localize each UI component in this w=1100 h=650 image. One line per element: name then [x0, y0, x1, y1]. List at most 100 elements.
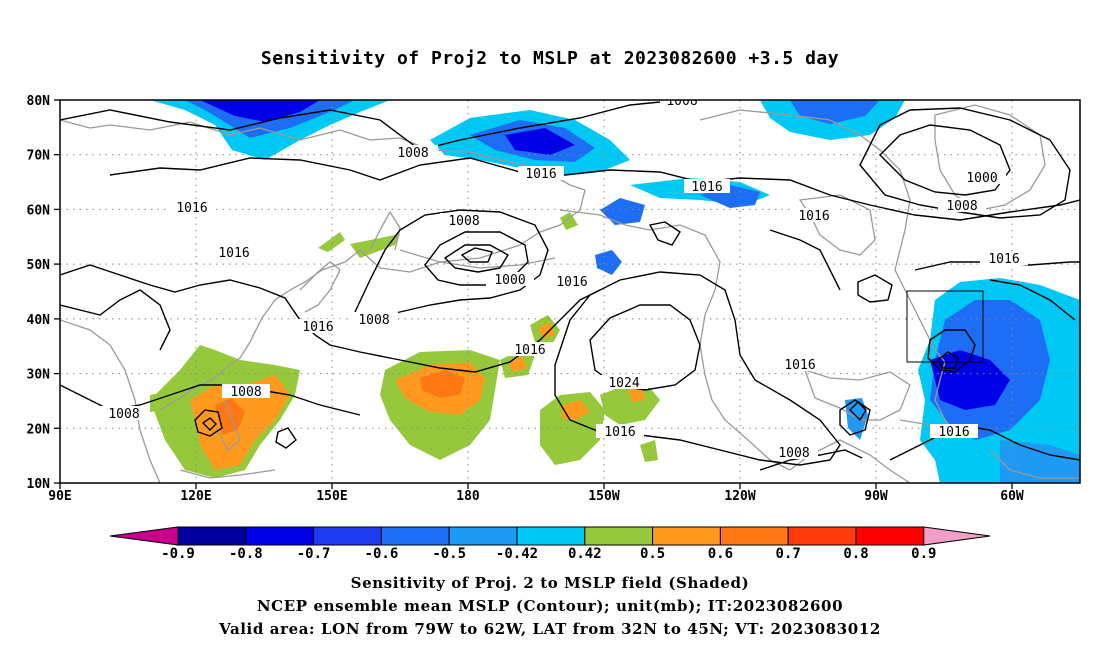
footer-line-3: Valid area: LON from 79W to 62W, LAT fro… — [219, 620, 881, 638]
contour-label-17: 1008 — [222, 384, 270, 400]
contour-label: 1000 — [494, 273, 525, 288]
contour-label: 1016 — [514, 343, 545, 358]
footer-line-2: NCEP ensemble mean MSLP (Contour); unit(… — [256, 597, 844, 615]
coast-eurasia-north — [60, 119, 586, 191]
contour-992-aleutian — [443, 244, 509, 273]
contour-label: 1016 — [604, 425, 635, 440]
contour-1008-small1 — [275, 427, 297, 449]
contour-1000-aleutian — [424, 231, 529, 286]
colorbar-label: 0.5 — [640, 546, 665, 562]
contour-inner-small — [460, 247, 493, 263]
contour-label-4: 1016 — [684, 179, 730, 195]
contour-label-20: 1008 — [770, 445, 818, 461]
contour-label: 1016 — [218, 246, 249, 261]
contour-label: 1016 — [302, 320, 333, 335]
contour-1008-atl-low — [937, 351, 959, 369]
contour-label: 1016 — [784, 358, 815, 373]
coast-aleutians — [399, 249, 556, 269]
pos-shade-central-core — [420, 370, 465, 398]
contour-1000-greenland — [879, 124, 1011, 196]
colorbar-swatch-p042 — [584, 526, 654, 546]
contour-1016-nea — [769, 229, 841, 291]
contour-label: 1008 — [397, 146, 428, 161]
colorbar-label: -0.7 — [297, 546, 331, 562]
pos-shade-epac-green — [540, 392, 605, 465]
coast-east-asia — [159, 189, 586, 411]
lon-label-150w: 150W — [588, 489, 619, 504]
colorbar-swatch-n06 — [380, 526, 450, 546]
colorbar-label: -0.5 — [432, 546, 466, 562]
pos-shade-hawaii-north-or — [538, 322, 555, 338]
contour-label-11: 1016 — [210, 245, 258, 261]
neg-shade-arctic-west-core2 — [200, 100, 320, 122]
colorbar-label: 0.7 — [776, 546, 801, 562]
coast-south-america — [989, 449, 1080, 479]
coast-alaska — [559, 209, 791, 471]
lat-label-40n: 40N — [27, 313, 51, 328]
colorbar-swatch-p05 — [652, 526, 721, 546]
footer-line-1: Sensitivity of Proj. 2 to MSLP field (Sh… — [350, 574, 750, 592]
contour-label-15: 1024 — [600, 375, 648, 391]
contour-label: 1008 — [448, 214, 479, 229]
pos-shade-wpac-core — [215, 398, 245, 435]
contour-label-8: 1008 — [440, 213, 488, 229]
axis-ticks — [54, 99, 1013, 489]
pos-shade-northpac1 — [318, 232, 345, 252]
contour-label-14: 1016 — [294, 319, 342, 335]
contour-label-5: 1000 — [958, 170, 1006, 186]
colorbar-swatch-n05 — [448, 526, 518, 546]
lon-label-60w: 60W — [1000, 489, 1024, 504]
colorbar-swatch-p07 — [787, 526, 857, 546]
coast-philippines — [217, 399, 241, 452]
colorbar: -0.9 -0.8 -0.7 -0.6 -0.5 -0.42 0.42 0.5 … — [109, 526, 991, 562]
contour-1016-small-na — [857, 274, 893, 303]
contour-label-23: 1008 — [100, 406, 148, 422]
colorbar-max-arrow — [923, 526, 991, 546]
coast-gulf-mexico — [803, 368, 911, 421]
plot-area: 1008 1008 1016 1016 1000 1008 1016 1008 … — [60, 100, 1080, 483]
colorbar-label: -0.8 — [229, 546, 263, 562]
contour-label-19: 1016 — [596, 424, 644, 440]
contour-label: 1000 — [966, 171, 997, 186]
valid-area-box — [906, 290, 984, 363]
neg-shade-atlantic-core — [930, 350, 1010, 410]
pos-shade-epac2 — [600, 385, 660, 425]
contour-1016-sea — [60, 289, 171, 351]
coast-kamchatka — [369, 210, 401, 251]
lon-label-90w: 90W — [864, 489, 888, 504]
contour-1008-mex — [759, 449, 863, 471]
pos-shade-epac-orange — [562, 400, 590, 420]
contour-label: 1008 — [358, 313, 389, 328]
contour-label: 1016 — [556, 275, 587, 290]
coast-japan — [299, 261, 341, 313]
contour-label: 1016 — [938, 425, 969, 440]
coastlines — [60, 104, 1080, 483]
lon-label-180: 180 — [456, 489, 480, 504]
contour-label: 1024 — [608, 376, 639, 391]
coast-indochina — [60, 319, 161, 483]
contour-label-12: 1008 — [350, 312, 398, 328]
colorbar-swatch-p08 — [855, 526, 925, 546]
neg-shade-arctic-central-core2 — [505, 128, 575, 155]
colorbar-label: -0.42 — [496, 546, 538, 562]
pos-shade-sea-small — [150, 392, 165, 412]
colorbar-label: -0.6 — [365, 546, 399, 562]
contour-label-9: 1000 — [486, 272, 534, 288]
lat-label-30n: 30N — [27, 368, 51, 383]
coast-us-east — [894, 269, 961, 441]
contour-1016-atl-far — [989, 279, 1076, 321]
colorbar-label: 0.6 — [708, 546, 733, 562]
contour-label-3: 1016 — [518, 166, 564, 182]
contour-label: 1008 — [778, 446, 809, 461]
colorbar-swatch-p06 — [719, 526, 789, 546]
colorbar-label: 0.9 — [911, 546, 936, 562]
contour-label-13: 1016 — [548, 274, 596, 290]
contour-label-6: 1008 — [938, 198, 986, 214]
contour-label: 1008 — [946, 199, 977, 214]
lat-label-80n: 80N — [27, 94, 51, 109]
lat-label-20n: 20N — [27, 422, 51, 437]
contour-label: 1016 — [988, 252, 1019, 267]
lat-label-50n: 50N — [27, 258, 51, 273]
map-title: Sensitivity of Proj2 to MSLP at 20230826… — [260, 48, 840, 69]
